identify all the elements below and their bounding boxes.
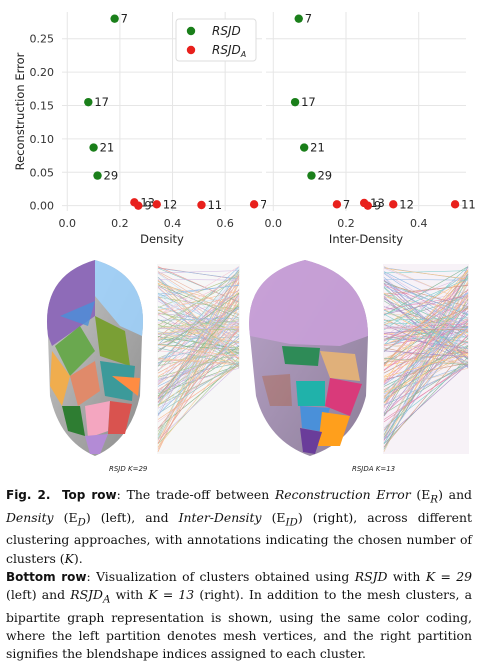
caption-math: RSJD — [70, 587, 103, 602]
caption-math: (E — [416, 487, 430, 502]
y-tick-label: 0.10 — [30, 133, 55, 146]
caption-top-row: Top row — [62, 488, 117, 502]
plot-area — [266, 12, 466, 211]
caption-text: with — [387, 569, 425, 584]
point-label: 17 — [94, 95, 109, 109]
y-tick-label: 0.15 — [30, 99, 55, 112]
caption-text: ). — [74, 551, 83, 566]
x-tick-label: 0.2 — [337, 217, 355, 230]
caption-text: : The trade-off between — [117, 487, 275, 502]
caption-text: with — [110, 587, 148, 602]
caption-term: Reconstruction Error — [275, 487, 411, 502]
legend-label: RSJD — [212, 24, 241, 38]
caption-math-sub: R — [430, 493, 438, 505]
caption-math: (E — [64, 510, 78, 525]
data-point — [295, 14, 303, 22]
caption-math: K = 13 — [148, 587, 194, 602]
point-label: 7 — [343, 197, 350, 211]
legend-label-subscript: A — [240, 50, 246, 59]
point-label: 12 — [399, 197, 414, 211]
point-label: 11 — [207, 198, 222, 212]
face-mesh-rsjda — [249, 260, 368, 456]
point-label: 7 — [121, 12, 128, 26]
right-image-label: RSJDA K=13 — [352, 465, 395, 473]
x-tick-label: 0.4 — [164, 217, 182, 230]
cluster-visualizations — [0, 256, 478, 466]
x-tick-label: 0.4 — [410, 217, 428, 230]
x-tick-label: 0.0 — [59, 217, 77, 230]
caption-text: ) (left), and — [86, 510, 179, 525]
caption-bottom-row: Bottom row — [6, 570, 87, 584]
data-point — [84, 98, 92, 106]
caption-fig-number: Fig. 2. — [6, 488, 50, 502]
y-tick-label: 0.00 — [30, 200, 55, 213]
point-label: 21 — [310, 141, 325, 155]
caption-math: K — [65, 551, 74, 566]
data-point — [333, 200, 341, 208]
point-label: 9 — [374, 199, 381, 213]
data-point — [300, 143, 308, 151]
scatter-plots: 0.0 0.2 0.4 0.6 0.00 0.05 0.10 0.15 0.20 0.25 Dens… — [0, 0, 478, 252]
y-tick-label: 0.20 — [30, 66, 55, 79]
point-label: 29 — [317, 169, 332, 183]
data-point — [134, 201, 142, 209]
point-label: 21 — [100, 141, 115, 155]
caption-text: : Visualization of clusters obtained usi… — [87, 569, 355, 584]
data-point — [389, 200, 397, 208]
x-axis-label: Inter-Density — [329, 232, 403, 246]
data-point — [307, 171, 315, 179]
caption-math: K = 29 — [426, 569, 472, 584]
y-axis-label: Reconstruction Error — [13, 52, 27, 170]
left-image-label: RSJD K=29 — [109, 465, 147, 473]
face-and-bipartite-images — [0, 256, 478, 466]
y-tick-label: 0.25 — [30, 33, 55, 46]
caption-text: ) and — [438, 487, 472, 502]
data-point — [110, 14, 118, 22]
caption-math-sub: ID — [285, 516, 297, 528]
point-label: 9 — [144, 199, 151, 213]
x-tick-label: 0.2 — [111, 217, 129, 230]
data-point — [364, 201, 372, 209]
caption-math: (E — [272, 510, 286, 525]
caption-term: Density — [6, 510, 54, 525]
y-tick-label: 0.05 — [30, 166, 55, 179]
data-point — [250, 200, 258, 208]
bipartite-graph-rsjda — [383, 264, 469, 454]
x-axis-label: Density — [140, 232, 184, 246]
caption-math: RSJD — [355, 569, 388, 584]
data-point — [153, 200, 161, 208]
point-label: 7 — [305, 12, 312, 26]
data-point — [93, 171, 101, 179]
x-tick-label: 0.6 — [216, 217, 234, 230]
point-label: 29 — [104, 169, 119, 183]
data-point — [197, 201, 205, 209]
figure-caption: Fig. 2. Top row: The trade-off between R… — [6, 486, 472, 663]
point-label: 17 — [301, 95, 316, 109]
point-label: 11 — [461, 197, 476, 211]
x-tick-label: 0.0 — [265, 217, 283, 230]
data-point — [291, 98, 299, 106]
legend-marker — [187, 27, 195, 35]
caption-math-sub: D — [78, 516, 86, 528]
bipartite-graph-rsjd — [157, 264, 240, 454]
data-point — [451, 200, 459, 208]
caption-term: Inter-Density — [179, 510, 262, 525]
caption-text: (left) and — [6, 587, 70, 602]
face-mesh-rsjd — [47, 260, 143, 456]
point-label: 12 — [163, 197, 178, 211]
legend-marker — [187, 46, 195, 54]
data-point — [89, 143, 97, 151]
